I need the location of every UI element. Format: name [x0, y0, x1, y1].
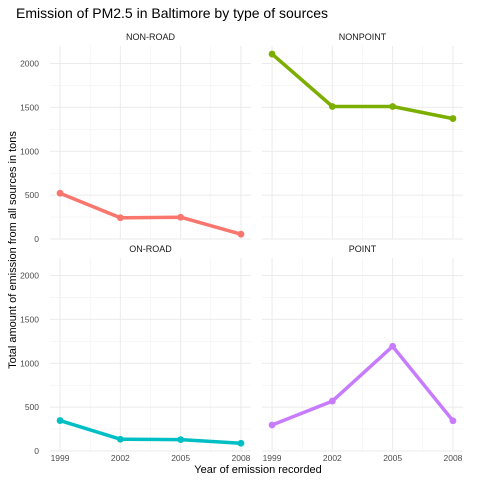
y-tick-label: 0 — [34, 446, 39, 456]
y-tick-label: 1500 — [20, 102, 39, 112]
panel-point: POINT 1999 2002 2005 2008 — [262, 244, 463, 463]
panel-strip-label: NON-ROAD — [126, 32, 175, 42]
data-point — [56, 417, 64, 424]
y-tick-label: 500 — [25, 402, 39, 412]
series-line-nonpoint — [270, 52, 455, 121]
x-tick-label: 2002 — [111, 453, 130, 463]
x-tick-label: 2005 — [171, 453, 190, 463]
y-tick-label: 2000 — [20, 271, 39, 281]
x-tick-label: 2008 — [231, 453, 250, 463]
series-line-non-road — [58, 191, 243, 236]
data-point — [328, 103, 336, 110]
data-point — [268, 50, 276, 58]
x-tick-label: 1999 — [263, 453, 282, 463]
panel-non-road: NON-ROAD 0 500 1000 1500 2000 — [20, 32, 251, 244]
data-point — [389, 103, 397, 110]
panel-strip-label: NONPOINT — [339, 32, 387, 42]
y-axis-title: Total amount of emission from all source… — [7, 131, 19, 369]
y-tick-label: 1000 — [20, 358, 39, 368]
y-tick-label: 500 — [25, 190, 39, 200]
data-point — [116, 214, 124, 222]
x-tick-label: 1999 — [51, 453, 70, 463]
y-tick-label: 1000 — [20, 146, 39, 156]
data-point — [449, 115, 457, 122]
data-point — [56, 189, 64, 197]
panel-strip-label: POINT — [349, 244, 377, 254]
data-point — [237, 230, 245, 238]
panel-nonpoint: NONPOINT — [262, 32, 463, 240]
panel-on-road: ON-ROAD 0 500 1000 1500 2000 1999 2002 2005 2008 — [20, 244, 251, 463]
data-point — [237, 439, 245, 447]
chart-title: Emission of PM2.5 in Baltimore by type o… — [16, 5, 328, 21]
data-point — [177, 436, 185, 443]
data-point — [449, 417, 457, 425]
data-point — [116, 435, 124, 443]
panels-layer: NON-ROAD 0 500 1000 1500 2000 NONPOINT ON-ROAD 0… — [20, 32, 463, 463]
y-tick-label: 2000 — [20, 59, 39, 69]
data-point — [328, 397, 336, 405]
x-tick-label: 2005 — [383, 453, 402, 463]
x-tick-label: 2002 — [323, 453, 342, 463]
panel-strip-label: ON-ROAD — [129, 244, 172, 254]
series-line-point — [270, 344, 455, 427]
x-tick-label: 2008 — [443, 453, 462, 463]
series-line-on-road — [58, 418, 243, 446]
x-axis-title: Year of emission recorded — [194, 464, 321, 476]
data-point — [268, 421, 276, 429]
data-point — [177, 213, 185, 221]
data-point — [389, 342, 397, 350]
y-tick-label: 0 — [34, 234, 39, 244]
y-tick-label: 1500 — [20, 314, 39, 324]
